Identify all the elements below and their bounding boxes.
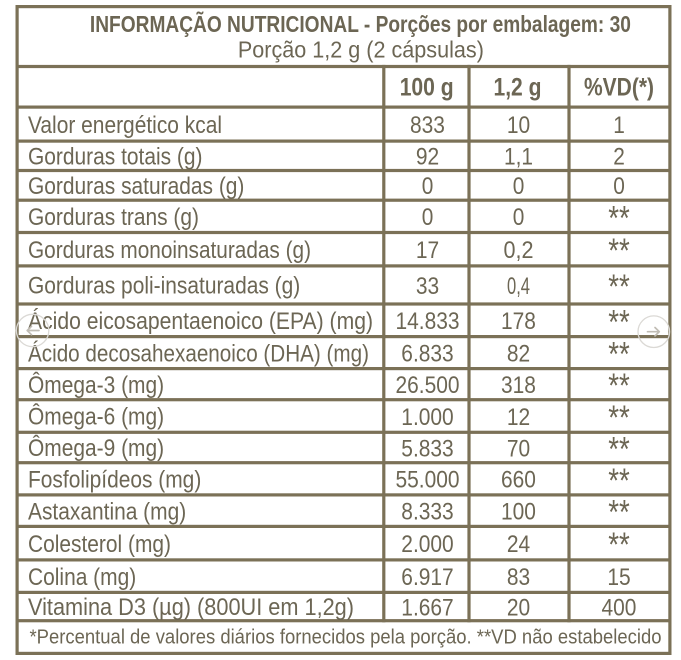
svg-text:Ácido eicosapentaenoico (EPA): Ácido eicosapentaenoico (EPA) (mg): [28, 308, 373, 335]
svg-text:Ácido decosahexaenoico (DHA) (: Ácido decosahexaenoico (DHA) (mg): [28, 340, 369, 367]
svg-text:**: **: [608, 367, 630, 405]
svg-text:**: **: [608, 336, 630, 374]
svg-text:2.000: 2.000: [401, 531, 453, 558]
svg-text:**: **: [608, 232, 630, 270]
svg-text:Gorduras poli-insaturadas (g): Gorduras poli-insaturadas (g): [28, 273, 300, 300]
svg-text:INFORMAÇÃO NUTRICIONAL - Porçõ: INFORMAÇÃO NUTRICIONAL - Porções por emb…: [90, 10, 631, 37]
svg-text:6.833: 6.833: [401, 340, 453, 367]
svg-text:**: **: [608, 268, 630, 306]
svg-text:400: 400: [602, 594, 637, 621]
svg-text:100: 100: [501, 498, 536, 525]
svg-text:178: 178: [501, 308, 536, 335]
svg-text:Vitamina D3 (µg) (800UI em 1,2: Vitamina D3 (µg) (800UI em 1,2g): [28, 594, 354, 621]
svg-text:100 g: 100 g: [400, 74, 454, 102]
svg-text:Gorduras saturadas (g): Gorduras saturadas (g): [28, 173, 244, 200]
svg-text:Fosfolipídeos (mg): Fosfolipídeos (mg): [28, 467, 201, 494]
svg-text:0,4: 0,4: [507, 273, 530, 300]
svg-text:Porção 1,2 g (2 cápsulas): Porção 1,2 g (2 cápsulas): [238, 36, 484, 62]
svg-text:0,2: 0,2: [504, 237, 534, 264]
svg-text:0: 0: [513, 204, 525, 231]
svg-text:**: **: [608, 399, 630, 437]
svg-text:833: 833: [410, 112, 445, 139]
svg-text:8.333: 8.333: [401, 498, 453, 525]
svg-text:1.000: 1.000: [401, 404, 453, 431]
svg-text:Ômega-6 (mg): Ômega-6 (mg): [28, 403, 164, 431]
svg-text:Gorduras totais (g): Gorduras totais (g): [28, 144, 203, 171]
svg-text:0: 0: [613, 173, 625, 200]
svg-text:1,1: 1,1: [504, 144, 533, 171]
svg-text:92: 92: [416, 144, 439, 171]
svg-text:0: 0: [422, 173, 434, 200]
svg-text:Astaxantina (mg): Astaxantina (mg): [28, 498, 186, 525]
svg-text:Ômega-3 (mg): Ômega-3 (mg): [28, 371, 164, 399]
svg-text:24: 24: [507, 531, 530, 558]
svg-text:55.000: 55.000: [396, 467, 460, 494]
svg-text:%VD(*): %VD(*): [584, 74, 654, 102]
svg-text:Gorduras monoinsaturadas (g): Gorduras monoinsaturadas (g): [28, 237, 311, 264]
svg-text:0: 0: [422, 204, 434, 231]
svg-text:26.500: 26.500: [396, 372, 460, 399]
svg-text:10: 10: [507, 112, 530, 139]
svg-text:5.833: 5.833: [401, 435, 453, 462]
svg-text:33: 33: [416, 273, 439, 300]
svg-text:Colesterol (mg): Colesterol (mg): [28, 531, 171, 558]
svg-text:82: 82: [507, 340, 530, 367]
svg-text:83: 83: [507, 564, 530, 591]
svg-text:**: **: [608, 431, 630, 469]
svg-text:318: 318: [501, 372, 536, 399]
svg-text:1: 1: [613, 112, 625, 139]
svg-text:*Percentual de valores diários: *Percentual de valores diários fornecido…: [30, 627, 662, 649]
svg-text:2: 2: [613, 144, 625, 171]
svg-text:Valor energético kcal: Valor energético kcal: [28, 112, 222, 139]
svg-text:0: 0: [513, 173, 525, 200]
svg-text:Gorduras trans (g): Gorduras trans (g): [28, 204, 199, 231]
svg-text:Colina (mg): Colina (mg): [28, 564, 136, 591]
svg-text:14.833: 14.833: [396, 308, 460, 335]
svg-text:1.667: 1.667: [401, 594, 453, 621]
svg-text:20: 20: [507, 594, 530, 621]
svg-text:15: 15: [607, 564, 630, 591]
svg-text:Ômega-9 (mg): Ômega-9 (mg): [28, 434, 164, 462]
svg-text:**: **: [608, 526, 630, 564]
svg-text:**: **: [608, 303, 630, 341]
svg-text:**: **: [608, 462, 630, 500]
svg-text:660: 660: [501, 467, 536, 494]
svg-text:70: 70: [507, 435, 530, 462]
svg-text:17: 17: [416, 237, 439, 264]
svg-text:**: **: [608, 494, 630, 532]
svg-text:1,2 g: 1,2 g: [494, 74, 542, 102]
svg-text:12: 12: [507, 404, 530, 431]
svg-text:**: **: [608, 199, 630, 237]
svg-text:6.917: 6.917: [401, 564, 453, 591]
